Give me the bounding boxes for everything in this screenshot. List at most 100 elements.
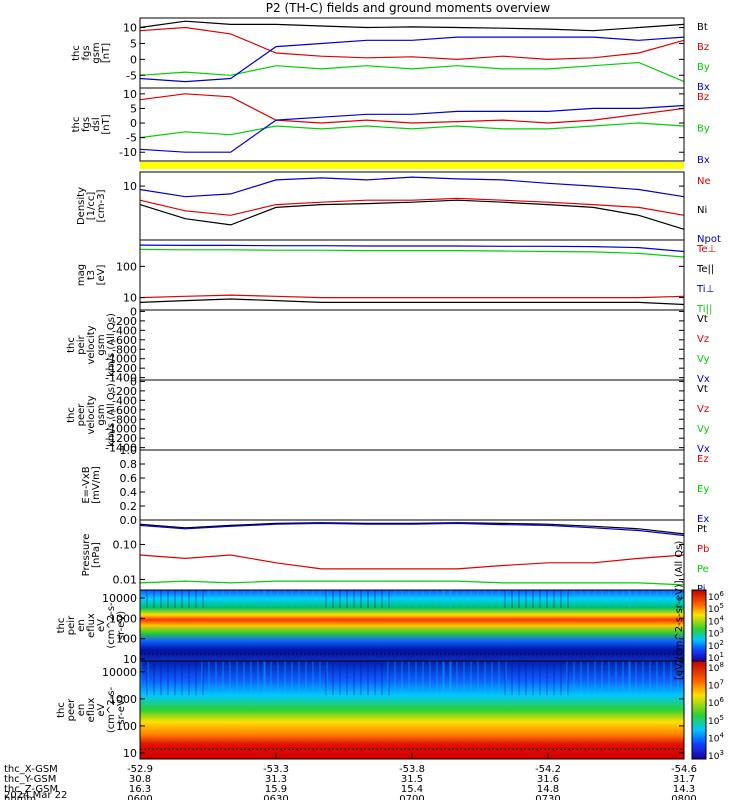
colorbar-tick-base: 10 (708, 752, 720, 762)
colorbar-tick-exp: 4 (719, 614, 724, 622)
axis-row-value: 0800 (671, 794, 696, 800)
y-tick-label: -1000 (105, 423, 137, 436)
y-tick-label: -1200 (105, 432, 137, 445)
axis-row-value: 30.8 (129, 774, 151, 785)
axis-row-value: -54.2 (535, 764, 561, 775)
y-axis-label: eV (96, 619, 107, 632)
y-axis-label: sr-eV) (116, 695, 127, 724)
y-tick-label: -200 (112, 385, 137, 398)
colorbar-tick-base: 10 (708, 605, 720, 615)
legend-Ne: Ne (697, 176, 711, 187)
axis-row-label: thc_X-GSM (4, 764, 58, 775)
legend-Te⊥: Te⊥ (696, 244, 716, 255)
series-Pb (139, 554, 685, 570)
colorbar (691, 660, 707, 760)
y-tick-label: 10000 (102, 592, 137, 605)
colorbar-tick-exp: 7 (719, 679, 723, 687)
axis-row-value: 31.5 (401, 774, 423, 785)
y-axis-label: [nT] (101, 114, 112, 134)
colorbar-tick: 107 (708, 679, 724, 692)
y-tick-label: 0.6 (120, 472, 138, 485)
y-tick-label: 10000 (102, 666, 137, 679)
series-Ti|| (139, 248, 685, 258)
panel-frame (139, 17, 685, 89)
legend-Npot: Npot (697, 234, 721, 245)
y-tick-label: 5 (130, 37, 137, 50)
y-axis-label: eflux (86, 613, 97, 638)
panel-density: 10 Density [1/cc] [cm-3] Ne Ni Npot (76, 171, 721, 245)
series-Bz (139, 26, 685, 61)
panel-frame (139, 309, 685, 381)
y-tick-label: 100 (116, 260, 137, 273)
panel-frame (139, 519, 685, 591)
legend-Bt: Bt (697, 22, 708, 33)
y-tick-label: -600 (112, 334, 137, 347)
axis-row-label: thc_Y-GSM (4, 774, 56, 785)
panel-frame (139, 87, 685, 162)
y-axis-label: thc (71, 45, 82, 61)
y-tick-label: -1000 (105, 353, 137, 366)
colorbar-tick: 106 (708, 696, 724, 709)
panel-frame (139, 449, 685, 521)
legend-Vz: Vz (697, 334, 709, 345)
axis-row-value: 14.3 (673, 784, 695, 795)
legend-By: By (697, 62, 710, 73)
colorbar-tick-exp: 6 (719, 590, 724, 598)
y-axis-label: peir (76, 334, 87, 354)
legend-By: By (697, 124, 710, 135)
colorbar-tick-base: 10 (708, 734, 720, 744)
axis-row-value: 31.6 (537, 774, 559, 785)
axis-row-value: -53.8 (399, 764, 425, 775)
y-axis-label: peer (66, 698, 77, 722)
legend-Pe: Pe (697, 564, 709, 575)
colorbar-tick-base: 10 (708, 654, 720, 664)
y-axis-label: thc (71, 117, 82, 133)
axis-row-value: 0730 (535, 794, 560, 800)
y-axis-label: thc (56, 618, 67, 634)
y-axis-label: (cm^2-s- (106, 602, 117, 649)
y-axis-label: t3 (86, 270, 97, 280)
colorbar-tick: 108 (708, 661, 724, 674)
axis-row-value: 15.4 (401, 784, 423, 795)
y-tick-label: 10 (123, 653, 137, 666)
legend-Te||: Te|| (696, 264, 714, 275)
axis-row-value: -54.6 (671, 764, 697, 775)
legend-Ti⊥: Ti⊥ (696, 284, 714, 295)
y-axis-label: peer (76, 403, 87, 427)
axis-row-value: 14.8 (537, 784, 559, 795)
y-axis-label: thc (66, 407, 77, 423)
y-tick-label: 0 (130, 305, 137, 318)
colorbar-tick-base: 10 (708, 642, 720, 652)
legend-Bz: Bz (697, 92, 709, 103)
panel-frame (139, 379, 685, 451)
colorbar-tick-base: 10 (708, 664, 720, 674)
axis-row-label: thc_Z-GSM (4, 784, 58, 795)
y-tick-label: 10 (123, 292, 137, 305)
y-tick-label: -5 (126, 132, 137, 145)
y-axis-label: en (76, 704, 87, 717)
y-axis-label: [eV] (96, 265, 107, 286)
colorbar (691, 589, 707, 662)
heatmap-image (140, 661, 684, 759)
series-Ti⊥ (139, 244, 685, 253)
legend-Ni: Ni (697, 205, 707, 216)
axis-row-value: 31.7 (673, 774, 695, 785)
y-tick-label: 5 (130, 102, 137, 115)
colorbar-tick: 106 (708, 590, 724, 603)
y-axis-label: velocity (86, 325, 97, 364)
panel-frame (139, 171, 685, 241)
series-Bz (139, 93, 685, 124)
y-axis-label: gsm (96, 334, 107, 355)
figure-title: P2 (TH-C) fields and ground moments over… (266, 1, 551, 15)
y-axis-label: km/s (All Qs) (106, 313, 117, 377)
legend-Vy: Vy (697, 354, 710, 365)
y-tick-label: -400 (112, 394, 137, 407)
axis-row-value: 15.9 (265, 784, 287, 795)
y-axis-label: thc (66, 337, 77, 353)
colorbar-label: [eV/(cm^2-s-sr-eV)] (All Qs) (674, 541, 685, 680)
series-Pe (139, 580, 685, 586)
legend-Bx: Bx (697, 82, 710, 93)
